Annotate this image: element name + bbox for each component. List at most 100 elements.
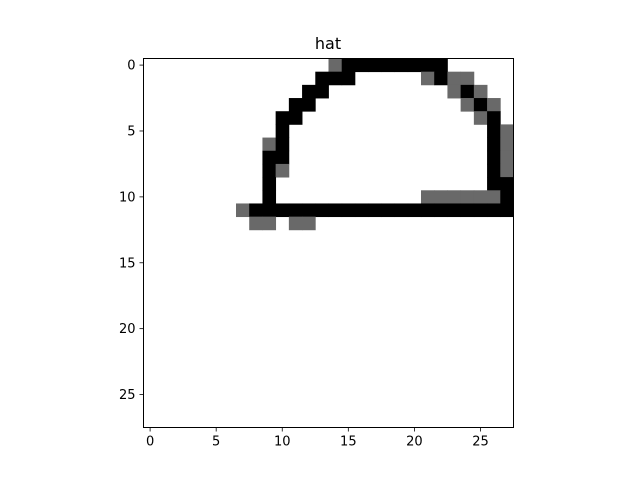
heatmap-cell [421, 203, 435, 218]
heatmap-cell [447, 84, 462, 99]
heatmap-cell [460, 190, 475, 204]
heatmap-cell [447, 190, 462, 204]
heatmap-cell [275, 203, 290, 218]
x-tick-label: 10 [274, 435, 291, 450]
heatmap-cell [302, 203, 316, 218]
heatmap-cell [262, 216, 277, 231]
y-tick-label: 15 [119, 256, 136, 271]
heatmap-cell [460, 84, 475, 99]
heatmap-cell [460, 98, 475, 112]
heatmap-cell [288, 98, 303, 112]
x-tick-label: 15 [340, 435, 357, 450]
heatmap-cell [262, 203, 277, 218]
heatmap-cell [328, 71, 343, 86]
x-tick-label: 20 [406, 435, 423, 450]
heatmap-cell [368, 203, 382, 218]
heatmap-cell [262, 150, 277, 165]
heatmap-cell [354, 203, 369, 218]
heatmap-cell [288, 216, 303, 231]
axes-frame [143, 58, 514, 428]
y-tick-label: 5 [127, 124, 135, 139]
heatmap-cell [460, 203, 475, 218]
heatmap-cell [421, 58, 435, 73]
heatmap-cell [368, 58, 382, 73]
heatmap-cell [394, 203, 409, 218]
x-tick-label: 5 [212, 435, 220, 450]
heatmap-cell [473, 203, 488, 218]
heatmap-cell [262, 163, 277, 178]
heatmap-cell [487, 177, 501, 191]
heatmap-cell [275, 111, 290, 125]
y-tick-label: 20 [119, 322, 136, 337]
heatmap-cell [434, 71, 448, 86]
heatmap-cell [275, 150, 290, 165]
heatmap-cell [381, 58, 395, 73]
heatmap-cell [262, 177, 277, 191]
heatmap-cell [500, 137, 514, 152]
heatmap-cell [487, 163, 501, 178]
heatmap-cell [341, 58, 356, 73]
heatmap-cell [302, 98, 316, 112]
heatmap-cell [328, 203, 343, 218]
heatmap-cell [394, 58, 409, 73]
y-tick-label: 0 [127, 59, 135, 74]
x-tick-label: 25 [472, 435, 489, 450]
heatmap-cell [447, 71, 462, 86]
heatmap-cell [434, 58, 448, 73]
heatmap-cell [421, 71, 435, 86]
plot-area [236, 58, 514, 231]
heatmap-cell [473, 98, 488, 112]
heatmap-cell [328, 58, 343, 73]
heatmap-cell [500, 124, 514, 138]
heatmap-cell [487, 111, 501, 125]
heatmap-cell [275, 137, 290, 152]
heatmap-cell [275, 124, 290, 138]
heatmap-cell [434, 203, 448, 218]
heatmap-cell [473, 111, 488, 125]
y-tick-label: 10 [119, 190, 136, 205]
heatmap-cell [302, 84, 316, 99]
heatmap-cell [434, 190, 448, 204]
y-tick-label: 25 [119, 388, 136, 403]
heatmap-cell [460, 71, 475, 86]
heatmap-cell [421, 190, 435, 204]
heatmap-cell [407, 58, 422, 73]
heatmap-cell [315, 203, 329, 218]
chart-title: hat [315, 34, 341, 53]
heatmap-cell [236, 203, 250, 218]
heatmap-cell [315, 71, 329, 86]
heatmap-cell [487, 137, 501, 152]
heatmap-cell [500, 150, 514, 165]
x-axis: 0 5 10 15 20 25 [146, 427, 489, 450]
heatmap-cell [302, 216, 316, 231]
heatmap-cell [262, 190, 277, 204]
heatmap-cell [249, 216, 263, 231]
heatmap-cell [288, 203, 303, 218]
heatmap-cell [500, 177, 514, 191]
heatmap-cell [487, 150, 501, 165]
heatmap-cell [473, 84, 488, 99]
heatmap-cell [500, 190, 514, 204]
heatmap-cell [381, 203, 395, 218]
heatmap-cell [341, 71, 356, 86]
heatmap-cell [447, 203, 462, 218]
heatmap-cell [500, 203, 514, 218]
heatmap-cell [487, 124, 501, 138]
heatmap-cell [487, 98, 501, 112]
heatmap-cell [407, 203, 422, 218]
heatmap-cell [487, 203, 501, 218]
y-axis: 0 5 10 15 20 25 [119, 59, 144, 403]
heatmap-cell [288, 111, 303, 125]
heatmap-cell [487, 190, 501, 204]
heatmap-cell [341, 203, 356, 218]
heatmap-cell [354, 58, 369, 73]
heatmap-cell [262, 137, 277, 152]
heatmap-cell [473, 190, 488, 204]
x-tick-label: 0 [146, 435, 154, 450]
heatmap-cell [315, 84, 329, 99]
heatmap-cell [500, 163, 514, 178]
heatmap-cell [275, 163, 290, 178]
heatmap-cell [249, 203, 263, 218]
